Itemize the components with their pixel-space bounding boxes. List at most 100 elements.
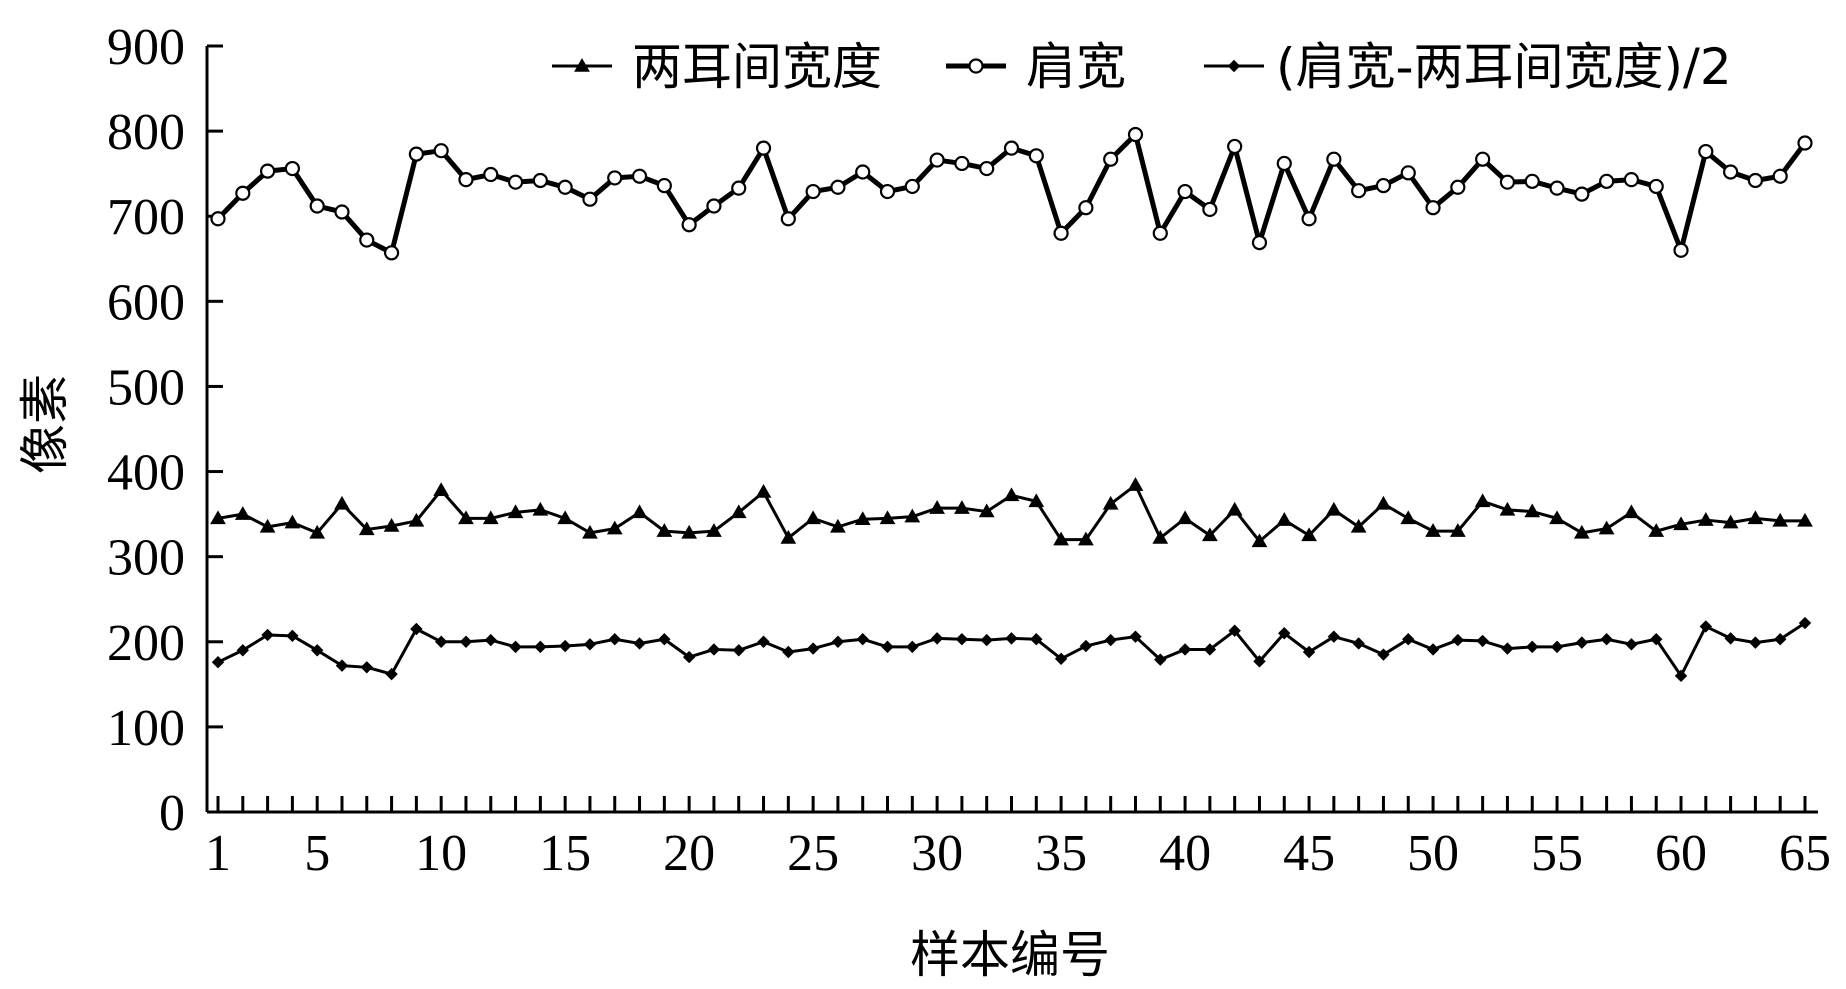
data-point-shoulder-width bbox=[1499, 174, 1516, 190]
data-point-shoulder-width bbox=[1227, 138, 1243, 155]
data-point-half-difference bbox=[1228, 624, 1241, 637]
data-point-half-difference bbox=[608, 633, 621, 646]
data-point-ear-width bbox=[805, 510, 821, 525]
data-point-half-difference bbox=[1674, 669, 1688, 683]
x-tick-label: 25 bbox=[787, 825, 839, 882]
data-point-shoulder-width bbox=[731, 180, 747, 196]
data-point-half-difference bbox=[360, 661, 373, 674]
data-point-ear-width bbox=[1425, 523, 1441, 537]
data-point-half-difference bbox=[1600, 633, 1613, 646]
data-point-half-difference bbox=[261, 628, 274, 642]
legend-label-half-difference: (肩宽-两耳间宽度)/2 bbox=[1276, 38, 1732, 96]
x-tick-label: 30 bbox=[911, 825, 963, 882]
data-point-half-difference bbox=[658, 633, 671, 646]
data-point-shoulder-width bbox=[1177, 183, 1193, 200]
y-tick-label: 500 bbox=[107, 359, 185, 416]
data-point-half-difference bbox=[831, 635, 845, 648]
data-point-ear-width bbox=[284, 514, 301, 529]
data-point-half-difference bbox=[1377, 648, 1390, 661]
x-tick-label: 65 bbox=[1779, 825, 1831, 882]
data-point-ear-width bbox=[1325, 501, 1342, 516]
data-point-half-difference bbox=[1749, 636, 1762, 649]
data-point-half-difference bbox=[1699, 620, 1713, 633]
data-point-ear-width bbox=[557, 510, 574, 525]
y-tick-label: 900 bbox=[107, 19, 185, 76]
data-point-half-difference bbox=[1278, 627, 1291, 640]
data-point-ear-width bbox=[259, 518, 276, 533]
data-point-half-difference bbox=[881, 640, 894, 654]
data-point-ear-width bbox=[780, 529, 797, 544]
data-point-shoulder-width bbox=[1599, 173, 1615, 189]
data-point-half-difference bbox=[1054, 652, 1068, 666]
x-tick-label: 15 bbox=[539, 825, 591, 882]
data-point-shoulder-width bbox=[855, 164, 871, 180]
data-point-shoulder-width bbox=[433, 143, 449, 159]
data-point-ear-width bbox=[978, 503, 995, 518]
series-half-difference bbox=[211, 616, 1812, 683]
data-point-half-difference bbox=[1650, 633, 1663, 646]
data-point-shoulder-width bbox=[904, 178, 920, 195]
data-point-shoulder-width bbox=[830, 179, 846, 195]
x-tick-label: 1 bbox=[205, 825, 231, 882]
data-point-legend-shoulder-width bbox=[968, 58, 984, 74]
data-point-half-difference bbox=[1724, 632, 1737, 645]
data-point-half-difference bbox=[286, 629, 299, 643]
data-point-shoulder-width bbox=[507, 174, 524, 190]
data-point-ear-width bbox=[1276, 512, 1293, 526]
data-point-ear-width bbox=[234, 506, 251, 520]
data-point-ear-width bbox=[210, 510, 226, 525]
data-point-half-difference bbox=[930, 632, 944, 645]
y-axis-title: 像素 bbox=[16, 374, 74, 474]
data-point-ear-width bbox=[1102, 495, 1119, 510]
x-tick-label: 5 bbox=[304, 825, 330, 882]
data-point-ear-width bbox=[1127, 477, 1144, 491]
x-tick-label: 55 bbox=[1531, 825, 1583, 882]
data-point-half-difference bbox=[1253, 655, 1266, 668]
data-point-ear-width bbox=[1722, 514, 1739, 529]
x-tick-label: 10 bbox=[415, 825, 467, 882]
series-line-half-difference bbox=[217, 621, 1806, 678]
data-point-ear-width bbox=[383, 518, 400, 532]
data-point-ear-width bbox=[532, 501, 549, 516]
data-point-ear-width bbox=[1697, 512, 1714, 526]
data-point-shoulder-width bbox=[805, 183, 821, 200]
x-tick-label: 40 bbox=[1159, 825, 1211, 882]
data-point-ear-width bbox=[1747, 510, 1764, 525]
data-point-half-difference bbox=[484, 633, 497, 647]
series-ear-width bbox=[210, 477, 1813, 548]
data-point-ear-width bbox=[1177, 510, 1193, 525]
data-point-half-difference bbox=[1575, 636, 1589, 649]
data-point-legend-ear-width bbox=[574, 57, 590, 72]
data-point-ear-width bbox=[1350, 518, 1367, 533]
data-point-half-difference bbox=[856, 633, 869, 646]
data-point-shoulder-width bbox=[334, 204, 350, 220]
data-point-shoulder-width bbox=[557, 179, 573, 195]
x-tick-label: 60 bbox=[1655, 825, 1707, 882]
data-point-shoulder-width bbox=[631, 168, 648, 184]
data-point-half-difference bbox=[980, 633, 993, 647]
data-point-ear-width bbox=[1251, 533, 1268, 548]
data-point-ear-width bbox=[1797, 512, 1813, 527]
data-point-half-difference bbox=[1773, 633, 1787, 646]
data-point-shoulder-width bbox=[408, 146, 424, 162]
series-shoulder-width bbox=[210, 126, 1813, 261]
data-point-ear-width bbox=[358, 521, 375, 536]
data-point-half-difference bbox=[1526, 640, 1539, 654]
data-point-shoulder-width bbox=[929, 152, 945, 168]
data-point-ear-width bbox=[606, 520, 623, 535]
data-point-ear-width bbox=[1152, 529, 1169, 544]
data-point-ear-width bbox=[1301, 527, 1317, 542]
data-point-half-difference bbox=[459, 635, 473, 648]
data-point-ear-width bbox=[879, 510, 896, 525]
data-point-shoulder-width bbox=[309, 198, 325, 214]
data-point-shoulder-width bbox=[755, 140, 772, 156]
legend-item-ear-width: 两耳间宽度 bbox=[552, 38, 882, 96]
data-point-shoulder-width bbox=[235, 185, 251, 201]
data-point-half-difference bbox=[335, 659, 349, 672]
data-point-ear-width bbox=[1226, 501, 1243, 516]
data-point-shoulder-width bbox=[1648, 178, 1664, 195]
data-point-ear-width bbox=[1449, 523, 1466, 537]
data-point-half-difference bbox=[1203, 643, 1217, 656]
data-point-ear-width bbox=[1078, 531, 1094, 546]
data-point-legend-half-difference bbox=[1227, 59, 1241, 73]
